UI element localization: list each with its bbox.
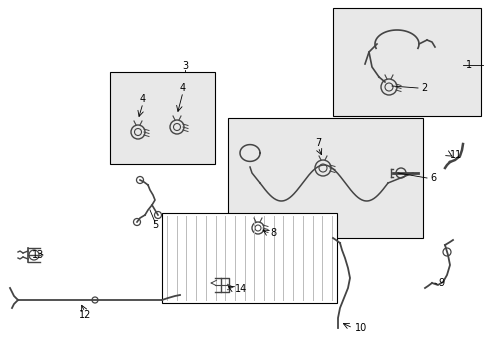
Text: 4: 4 [140,94,146,104]
Text: 4: 4 [180,83,185,93]
Text: 13: 13 [32,250,44,260]
Text: 12: 12 [79,310,91,320]
Text: 1: 1 [465,60,471,70]
Text: 6: 6 [429,173,435,183]
Text: 5: 5 [152,220,158,230]
Text: 9: 9 [437,278,443,288]
Bar [332,8,480,116]
Text: 7: 7 [314,138,321,148]
Bar [110,72,215,164]
Bar [162,213,336,303]
Bar [227,118,422,238]
Text: 11: 11 [449,150,461,160]
Text: 14: 14 [235,284,247,294]
Text: 8: 8 [269,228,276,238]
Text: 2: 2 [420,83,427,93]
Text: 10: 10 [354,323,366,333]
Text: 3: 3 [182,61,188,71]
